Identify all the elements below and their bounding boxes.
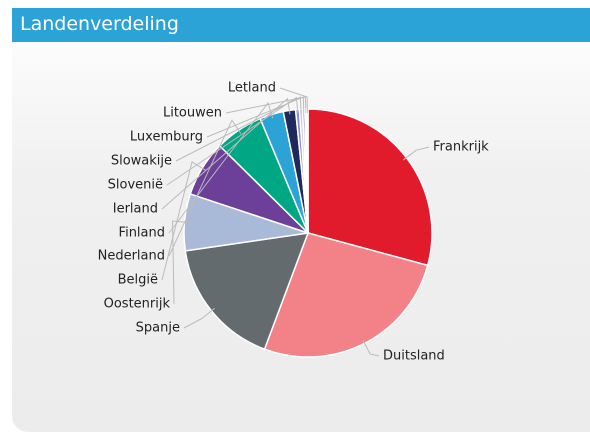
slice-label: Litouwen <box>163 106 222 121</box>
title-bar: Landenverdeling <box>12 8 590 42</box>
slice-label: Slovenië <box>108 178 163 193</box>
panel: Landenverdeling <box>12 8 590 432</box>
slice-label: Ierland <box>113 202 158 217</box>
leader-line <box>183 307 215 329</box>
slice-label: Luxemburg <box>130 130 203 145</box>
slice-label: Letland <box>228 81 276 96</box>
leader-line <box>172 220 189 305</box>
slice-label: Oostenrijk <box>104 297 171 312</box>
slice-label: Finland <box>119 226 165 241</box>
leader-line <box>279 87 308 114</box>
slice-label: Duitsland <box>383 349 445 364</box>
slice-label: Frankrijk <box>433 140 489 155</box>
leader-line <box>161 97 291 210</box>
chart-title: Landenverdeling <box>20 13 179 35</box>
leader-line <box>175 96 302 162</box>
leader-line <box>362 339 380 357</box>
slice-label: Spanje <box>136 321 180 336</box>
slice-label: Nederland <box>98 249 165 264</box>
slice-label: België <box>118 273 158 288</box>
leader-line <box>225 96 307 114</box>
leader-line <box>161 161 206 281</box>
leader-line <box>402 146 430 161</box>
slice-label: Slowakije <box>111 154 172 169</box>
leader-line <box>166 96 299 186</box>
